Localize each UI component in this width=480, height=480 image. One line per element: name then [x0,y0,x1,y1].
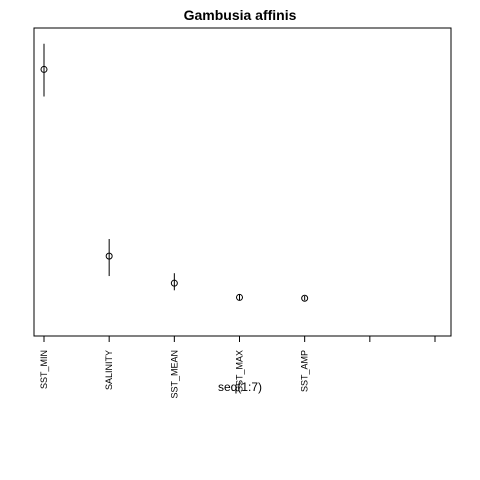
x-tick-label: SST_MAX [235,350,245,392]
chart-title: Gambusia affinis [184,7,297,23]
x-tick-label: SST_MIN [39,350,49,389]
x-axis-label: seq(1:7) [218,380,262,394]
data-point [301,294,309,302]
x-tick-label: SALINITY [104,350,114,390]
x-tick-label: SST_AMP [300,350,310,392]
data-point [105,252,113,260]
data-marks [40,43,309,302]
x-axis: SST_MIN SALINITY SST_MEAN SST_MAX SST_AMP [39,336,436,399]
data-point [170,279,178,287]
plot-frame [33,27,452,337]
data-point [236,293,243,301]
x-tick-label: SST_MEAN [169,350,179,399]
data-point [40,65,48,73]
